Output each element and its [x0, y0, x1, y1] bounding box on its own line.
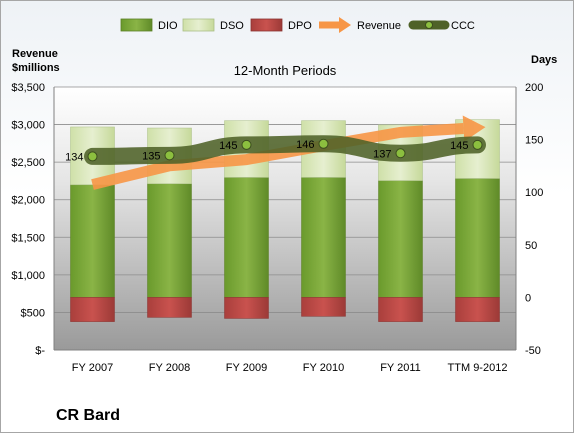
dpo-bar	[378, 297, 423, 322]
dio-bar	[455, 178, 500, 298]
dpo-bar	[224, 297, 269, 319]
chart-title: 12-Month Periods	[234, 63, 337, 78]
dpo-bar	[147, 297, 192, 318]
legend-label: DIO	[158, 20, 178, 32]
left-axis-title: $millions	[12, 62, 60, 74]
dio-bar	[378, 180, 423, 298]
ccc-point	[395, 148, 406, 159]
left-tick-label: $2,000	[11, 195, 45, 207]
left-tick-label: $1,000	[11, 270, 45, 282]
right-tick-label: 150	[525, 135, 543, 147]
dio-bar	[70, 184, 115, 298]
legend-swatch-dio	[120, 18, 153, 32]
legend-swatch-arrowhead	[339, 17, 351, 33]
legend-label: CCC	[451, 20, 475, 32]
right-tick-label: 100	[525, 187, 543, 199]
ccc-point	[164, 150, 175, 161]
legend-label: DPO	[288, 20, 312, 32]
dpo-bar	[301, 297, 346, 317]
x-tick-label: FY 2010	[303, 362, 344, 374]
ccc-data-label: 135	[142, 150, 160, 162]
dpo-bar	[455, 297, 500, 322]
x-tick-label: FY 2011	[380, 362, 421, 374]
dio-bar	[224, 177, 269, 298]
x-tick-label: FY 2008	[149, 362, 190, 374]
dio-bar	[147, 183, 192, 298]
dio-bar	[301, 177, 346, 298]
legend-swatch-dpo	[250, 18, 283, 32]
left-tick-label: $3,500	[11, 82, 45, 94]
legend-swatch-marker	[425, 21, 433, 29]
right-tick-label: 50	[525, 240, 537, 252]
ccc-data-label: 145	[219, 140, 237, 152]
left-axis-title: Revenue	[12, 48, 58, 60]
ccc-data-label: 146	[296, 139, 314, 151]
legend-swatch-dso	[182, 18, 215, 32]
legend-label: Revenue	[357, 20, 401, 32]
left-tick-label: $3,000	[11, 120, 45, 132]
x-tick-label: FY 2007	[72, 362, 113, 374]
left-tick-label: $500	[21, 307, 45, 319]
x-tick-label: TTM 9-2012	[448, 362, 508, 374]
right-axis-title: Days	[531, 54, 557, 66]
ccc-point	[318, 138, 329, 149]
left-tick-label: $-	[35, 345, 45, 357]
company-name: CR Bard	[56, 407, 120, 424]
right-tick-label: 200	[525, 82, 543, 94]
ccc-data-label: 145	[450, 140, 468, 152]
ccc-point	[472, 139, 483, 150]
dpo-bar	[70, 297, 115, 322]
left-tick-label: $2,500	[11, 157, 45, 169]
ccc-data-label: 134	[65, 151, 83, 163]
x-tick-label: FY 2009	[226, 362, 267, 374]
right-tick-label: -50	[525, 345, 541, 357]
legend-label: DSO	[220, 20, 244, 32]
right-tick-label: 0	[525, 292, 531, 304]
left-tick-label: $1,500	[11, 232, 45, 244]
ccc-point	[87, 151, 98, 162]
ccc-point	[241, 139, 252, 150]
revenue-arrowhead	[462, 115, 486, 142]
ccc-data-label: 137	[373, 148, 391, 160]
